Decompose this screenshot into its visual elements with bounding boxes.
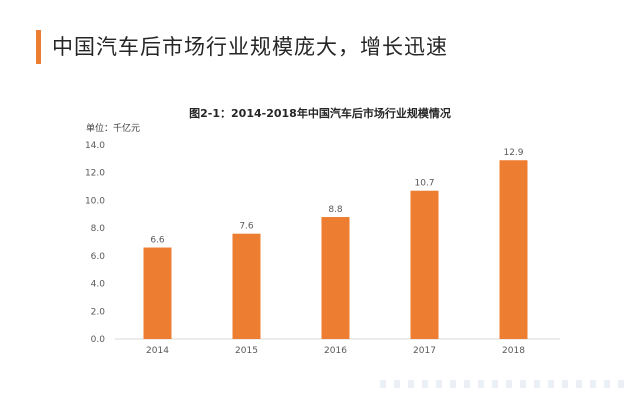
y-tick-label: 8.0 — [91, 224, 106, 234]
data-label: 6.6 — [150, 236, 165, 246]
x-tick-label: 2017 — [413, 346, 436, 356]
y-tick-label: 6.0 — [91, 252, 106, 262]
bar — [500, 160, 528, 339]
y-tick-label: 2.0 — [91, 307, 106, 317]
bottom-decoration — [380, 380, 630, 388]
y-tick-label: 10.0 — [85, 196, 105, 206]
bar — [322, 217, 350, 339]
y-tick-label: 0.0 — [91, 335, 106, 345]
y-tick-label: 4.0 — [91, 280, 106, 290]
data-label: 12.9 — [503, 148, 523, 158]
y-tick-label: 12.0 — [85, 169, 105, 179]
data-label: 8.8 — [328, 205, 343, 215]
x-tick-label: 2015 — [235, 346, 258, 356]
bar — [233, 234, 261, 339]
bar — [144, 248, 172, 339]
bar — [411, 191, 439, 339]
x-tick-label: 2018 — [502, 346, 525, 356]
x-tick-label: 2014 — [146, 346, 169, 356]
x-tick-label: 2016 — [324, 346, 347, 356]
data-label: 10.7 — [414, 179, 434, 189]
y-tick-label: 14.0 — [85, 141, 105, 151]
data-label: 7.6 — [239, 222, 254, 232]
